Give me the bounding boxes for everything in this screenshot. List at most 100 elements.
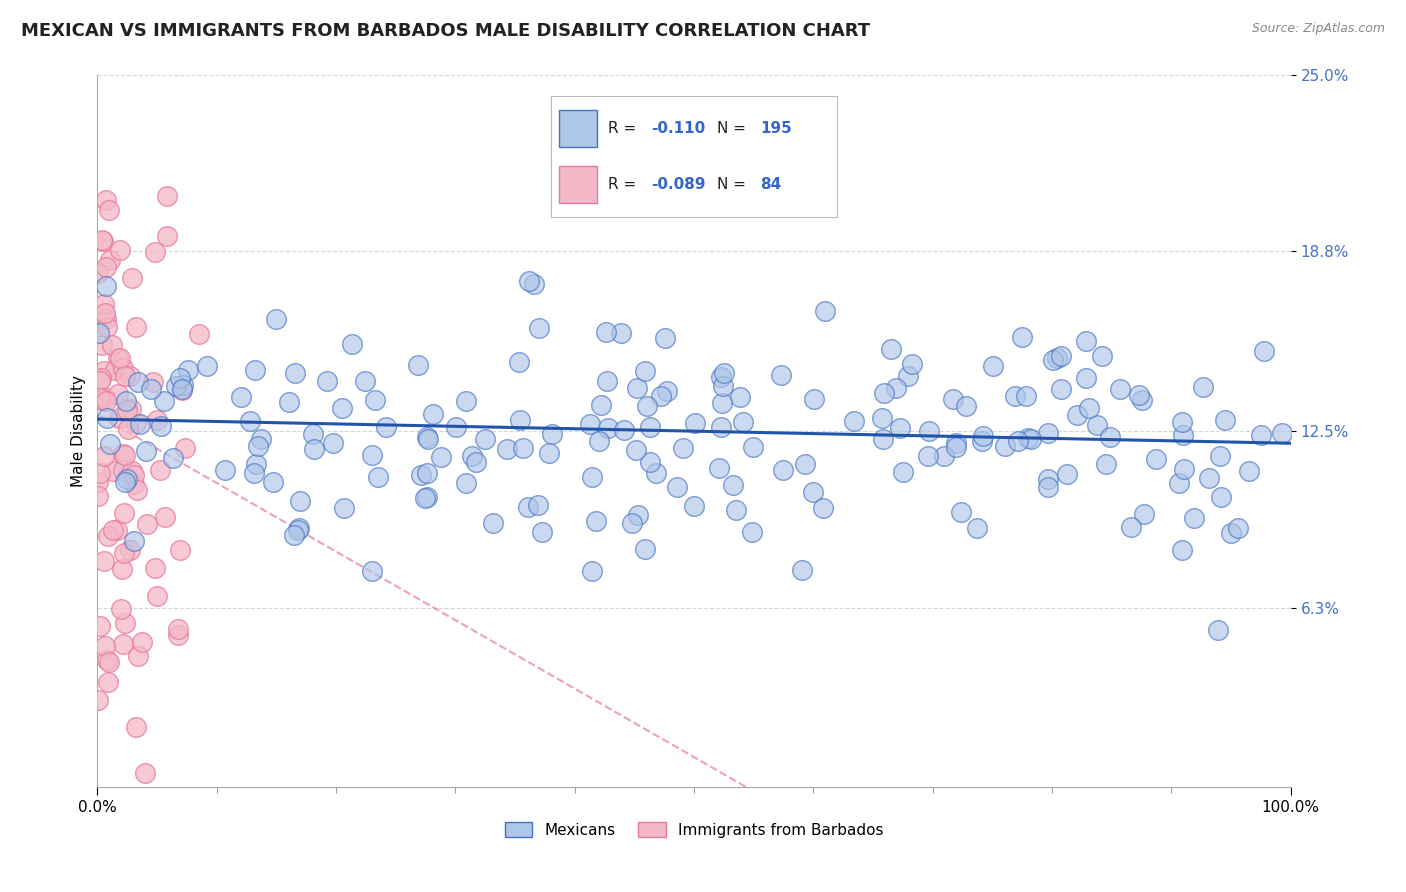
Point [169, 543, 191, 558]
Point [111, 447, 134, 461]
Point [891, 465, 914, 479]
Point [609, 326, 631, 341]
Point [1206, 624, 1229, 638]
Point [277, 395, 299, 409]
Point [245, 363, 267, 377]
Point [955, 399, 977, 413]
Point [340, 337, 363, 351]
Point [1004, 389, 1026, 403]
Point [654, 330, 676, 344]
Point [945, 435, 967, 450]
Point [120, 368, 142, 383]
Point [156, 229, 179, 244]
Point [89, 619, 111, 633]
Point [508, 355, 530, 369]
Point [884, 381, 907, 395]
Point [87, 326, 110, 340]
Point [156, 189, 179, 203]
Point [454, 475, 477, 490]
Point [588, 434, 610, 448]
Point [721, 477, 744, 491]
Point [509, 413, 531, 427]
Point [872, 432, 894, 446]
Point [742, 440, 765, 454]
Point [880, 342, 903, 356]
Point [638, 420, 661, 434]
Point [364, 392, 387, 407]
Point [94, 306, 117, 320]
Point [801, 485, 824, 500]
Point [94, 260, 117, 274]
Point [105, 523, 128, 537]
Point [811, 501, 834, 516]
Point [1171, 542, 1194, 557]
Point [1128, 388, 1150, 402]
Point [793, 457, 815, 471]
Point [966, 521, 988, 535]
Point [98, 252, 121, 267]
Point [322, 436, 344, 450]
Point [97, 674, 120, 689]
Point [461, 449, 484, 463]
Point [93, 450, 115, 464]
Point [86, 693, 108, 707]
Point [146, 413, 169, 427]
Point [125, 319, 148, 334]
Point [710, 369, 733, 384]
Point [121, 464, 143, 478]
Point [464, 455, 486, 469]
Point [96, 319, 118, 334]
Point [517, 274, 540, 288]
Point [146, 589, 169, 603]
Point [361, 564, 384, 578]
Point [124, 416, 146, 430]
Point [416, 430, 439, 444]
Point [143, 245, 166, 260]
Point [970, 434, 993, 448]
Point [627, 508, 650, 522]
Point [728, 390, 751, 404]
Point [1036, 425, 1059, 440]
Point [1119, 520, 1142, 534]
Point [889, 421, 911, 435]
Point [249, 432, 271, 446]
Point [595, 325, 617, 339]
Point [262, 475, 284, 490]
Point [101, 337, 124, 351]
Point [332, 500, 354, 515]
Point [1050, 349, 1073, 363]
Point [374, 420, 396, 434]
Point [814, 304, 837, 318]
Point [870, 411, 893, 425]
Point [416, 490, 439, 504]
Point [430, 450, 453, 464]
Point [1038, 472, 1060, 486]
Point [1209, 449, 1232, 463]
Y-axis label: Male Disability: Male Disability [72, 375, 86, 487]
Point [844, 414, 866, 428]
Point [1074, 371, 1097, 385]
Point [634, 364, 657, 378]
Point [245, 457, 267, 471]
Point [1250, 427, 1272, 442]
Point [288, 521, 311, 535]
Point [98, 202, 121, 217]
Point [87, 489, 110, 503]
Point [264, 311, 287, 326]
Point [496, 442, 519, 457]
Point [481, 516, 503, 531]
Point [444, 420, 467, 434]
Point [120, 402, 142, 417]
Point [131, 635, 153, 649]
Point [769, 368, 792, 383]
Point [585, 515, 607, 529]
Point [406, 358, 429, 372]
Point [1109, 383, 1132, 397]
Point [124, 720, 146, 734]
Point [89, 374, 111, 388]
Point [994, 439, 1017, 453]
Point [188, 326, 211, 341]
Point [93, 364, 115, 378]
Point [1144, 451, 1167, 466]
Point [316, 374, 339, 388]
